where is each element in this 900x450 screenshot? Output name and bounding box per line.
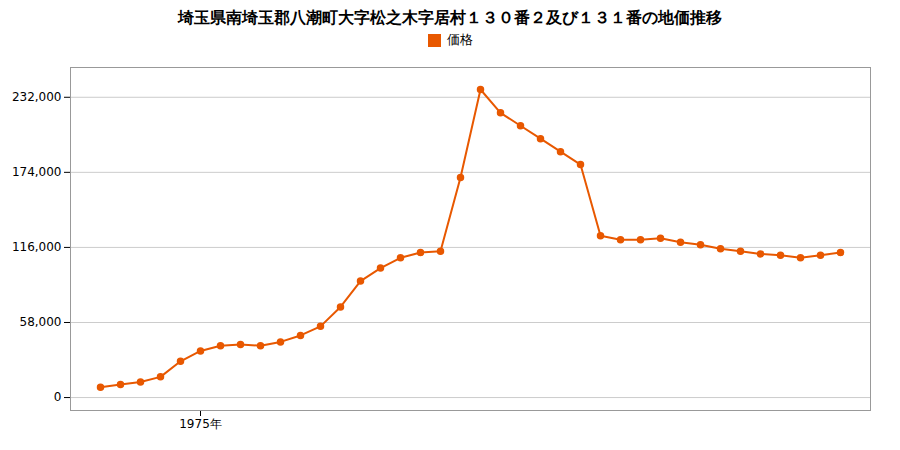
- svg-text:58,000: 58,000: [20, 315, 62, 329]
- svg-text:1975年: 1975年: [179, 417, 222, 431]
- svg-text:116,000: 116,000: [12, 240, 62, 254]
- html-text:埼玉県南埼玉郡八潮町大字松之木字居村１３０番２及び１３１番の: 埼玉県南埼玉郡八潮町大字松之木字居村１３０番２及び１３１番の地価推移: [178, 8, 722, 27]
- svg-text:0: 0: [54, 390, 62, 404]
- svg-text:232,000: 232,000: [12, 90, 62, 104]
- html-text:価格: 価格: [446, 32, 473, 47]
- svg-text:174,000: 174,000: [12, 165, 62, 179]
